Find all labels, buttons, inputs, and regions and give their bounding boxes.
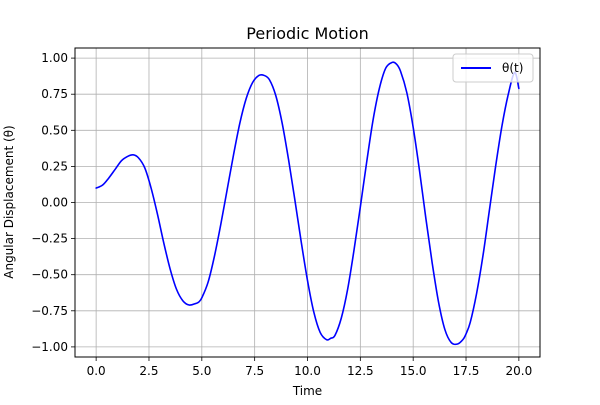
tick-layer: 0.0 2.5 5.0 7.5 10.0 12.5 15.0 17.5 20.0 −1.00 −0.… <box>31 51 532 378</box>
x-tick-label: 5.0 <box>192 364 211 378</box>
x-tick-label: 7.5 <box>245 364 264 378</box>
x-axis-label: Time <box>292 384 322 398</box>
x-tick-label: 10.0 <box>294 364 321 378</box>
legend-box <box>452 53 534 83</box>
legend: θ(t) <box>452 53 534 83</box>
x-tick-label: 15.0 <box>400 364 427 378</box>
y-tick-label: 0.75 <box>41 87 68 101</box>
y-tick-label: −0.50 <box>31 268 68 282</box>
series-layer <box>95 61 520 346</box>
x-tick-label: 17.5 <box>453 364 480 378</box>
x-tick-label: 20.0 <box>506 364 533 378</box>
y-tick-label: −0.25 <box>31 232 68 246</box>
y-axis-label: Angular Displacement (θ) <box>2 125 16 279</box>
grid-layer <box>75 48 540 357</box>
y-tick-label: 0.25 <box>41 159 68 173</box>
y-tick-label: −1.00 <box>31 340 68 354</box>
legend-label: θ(t) <box>502 61 523 75</box>
chart-title: Periodic Motion <box>246 24 368 43</box>
y-tick-label: −0.75 <box>31 304 68 318</box>
x-tick-label: 12.5 <box>347 364 374 378</box>
y-tick-label: 1.00 <box>41 51 68 65</box>
y-tick-label: 0.50 <box>41 123 68 137</box>
x-tick-label: 2.5 <box>139 364 158 378</box>
y-tick-label: 0.00 <box>41 196 68 210</box>
x-tick-label: 0.0 <box>87 364 106 378</box>
series-line-theta <box>95 61 520 346</box>
